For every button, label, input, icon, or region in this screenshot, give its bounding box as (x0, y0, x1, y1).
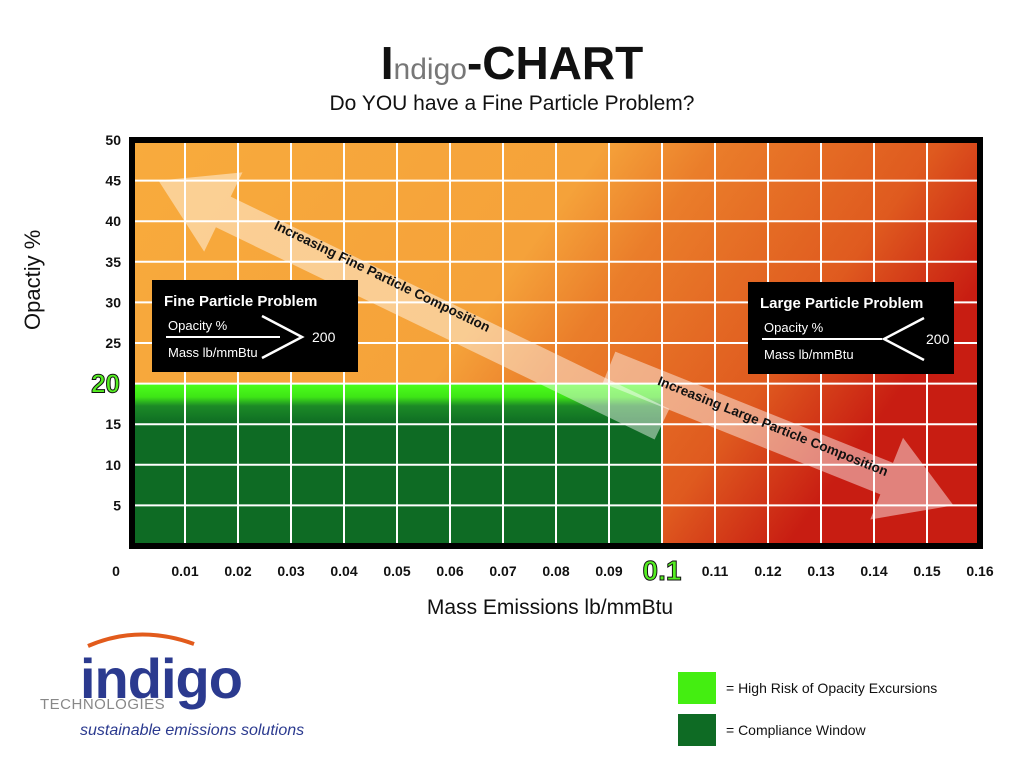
logo-word: indigo (80, 647, 243, 710)
plot-frame (129, 137, 983, 549)
x-tick-label: 0.15 (913, 563, 940, 579)
annotation-title: Fine Particle Problem (164, 293, 317, 310)
x-tick-label: 0.04 (330, 563, 357, 579)
annotation-numerator: Opacity % (764, 320, 824, 335)
chart-title: Indigo-CHART (0, 36, 1024, 90)
x-tick-label: 0.09 (595, 563, 622, 579)
legend-high-risk: = High Risk of Opacity Excursions (678, 672, 998, 704)
annotation-large-particle: Large Particle Problem Opacity % Mass lb/m… (748, 282, 954, 374)
legend-label-high-risk: = High Risk of Opacity Excursions (726, 680, 938, 696)
legend-swatch-high-risk (678, 672, 716, 704)
logo-arc-icon (87, 632, 195, 648)
x-tick-label: 0.14 (860, 563, 887, 579)
x-tick-label: 0 (112, 563, 120, 579)
x-axis-label: Mass Emissions lb/mmBtu (426, 596, 674, 619)
y-tick-label: 10 (105, 457, 121, 473)
less-than-icon (881, 316, 925, 362)
annotation-box (152, 280, 358, 372)
y-tick-label-highlight: 20 (91, 369, 120, 399)
y-tick-label: 5 (113, 497, 121, 513)
x-tick-label-highlight: 0.1 (643, 555, 682, 586)
annotation-value: 200 (926, 331, 950, 347)
x-tick-label: 0.05 (383, 563, 410, 579)
x-tick-label: 0.02 (224, 563, 251, 579)
y-tick-label: 45 (105, 173, 121, 189)
y-tick-label: 40 (105, 213, 121, 229)
x-tick-label: 0.03 (277, 563, 304, 579)
x-tick-label: 0.11 (702, 563, 729, 579)
x-tick-label: 0.01 (171, 563, 198, 579)
x-tick-label: 0.07 (489, 563, 516, 579)
annotation-title: Large Particle Problem (760, 295, 923, 312)
x-tick-label: 0.13 (807, 563, 834, 579)
legend-label-compliance: = Compliance Window (726, 722, 866, 738)
annotation-value: 200 (312, 329, 336, 345)
title-brand: ndigo (393, 53, 467, 86)
arrow-fine-particle (158, 172, 670, 440)
y-tick-label: 25 (105, 335, 121, 351)
annotation-denominator: Mass lb/mmBtu (764, 347, 854, 362)
x-tick-label: 0.06 (436, 563, 463, 579)
legend-compliance: = Compliance Window (678, 714, 998, 746)
title-initial: I (380, 37, 394, 89)
title-rest: -CHART (466, 37, 644, 89)
logo-tagline: sustainable emissions solutions (80, 722, 305, 739)
y-tick-label: 15 (105, 416, 121, 432)
annotation-numerator: Opacity % (168, 318, 228, 333)
y-tick-label: 30 (105, 294, 121, 310)
chart-plot: Increasing Fine Particle CompositionIncr… (91, 132, 994, 587)
y-tick-label: 50 (105, 132, 121, 148)
arrow-large-particle (602, 351, 954, 520)
chart-subtitle: Do YOU have a Fine Particle Problem? (329, 92, 695, 115)
logo-subtitle: TECHNOLOGIES (40, 696, 166, 713)
greater-than-icon (261, 314, 305, 360)
legend-swatch-compliance (678, 714, 716, 746)
annotation-fine-particle: Fine Particle Problem Opacity % Mass lb/mm… (152, 280, 358, 372)
x-tick-label: 0.12 (754, 563, 781, 579)
x-tick-label: 0.16 (966, 563, 993, 579)
x-tick-label: 0.08 (542, 563, 569, 579)
y-axis-label: Opactiy % (20, 229, 45, 330)
company-logo: indigo TECHNOLOGIES sustainable emission… (40, 630, 304, 750)
annotation-denominator: Mass lb/mmBtu (168, 345, 258, 360)
y-tick-label: 35 (105, 254, 121, 270)
